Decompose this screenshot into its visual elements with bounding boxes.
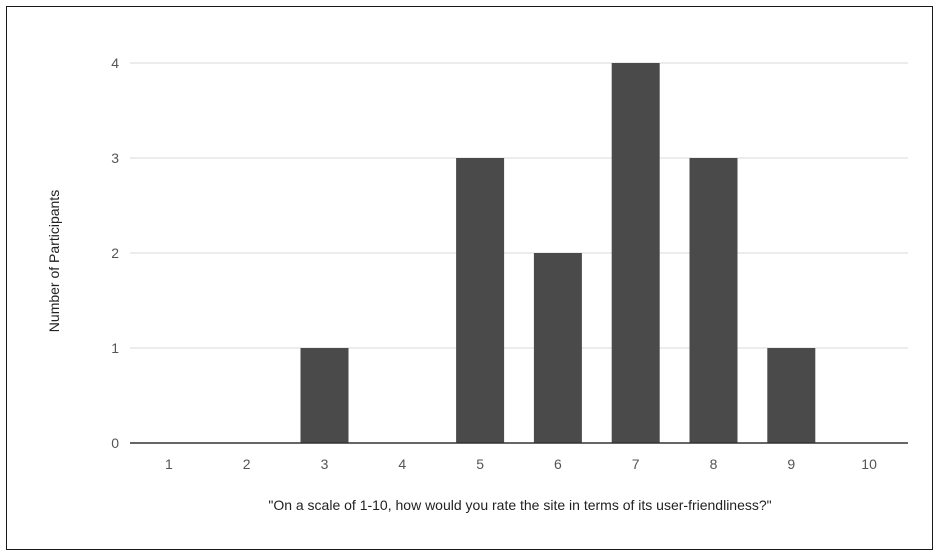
x-tick-label: 1 [165, 456, 173, 472]
bars [300, 63, 816, 443]
y-tick-label: 3 [111, 150, 119, 166]
y-tick-label: 2 [111, 245, 119, 261]
y-tick-labels: 0 1 2 3 4 [111, 55, 119, 451]
bar-8 [689, 158, 738, 443]
bar-5 [456, 158, 505, 443]
bar-9 [767, 348, 816, 443]
x-tick-label: 9 [787, 456, 795, 472]
x-tick-label: 6 [554, 456, 562, 472]
bar-3 [300, 348, 349, 443]
gridlines [130, 62, 908, 349]
x-tick-labels: 1 2 3 4 5 6 7 8 9 10 [165, 456, 877, 472]
x-tick-label: 4 [398, 456, 406, 472]
x-tick-label: 2 [243, 456, 251, 472]
x-tick-label: 10 [861, 456, 877, 472]
x-tick-label: 3 [321, 456, 329, 472]
x-tick-label: 8 [710, 456, 718, 472]
x-tick-label: 5 [476, 456, 484, 472]
x-axis-title: "On a scale of 1-10, how would you rate … [268, 497, 771, 513]
y-tick-label: 4 [111, 55, 119, 71]
y-tick-label: 0 [111, 435, 119, 451]
bar-6 [533, 253, 582, 443]
y-tick-label: 1 [111, 340, 119, 356]
y-axis-title: Number of Participants [46, 190, 62, 332]
bar-7 [611, 63, 660, 443]
x-tick-label: 7 [632, 456, 640, 472]
